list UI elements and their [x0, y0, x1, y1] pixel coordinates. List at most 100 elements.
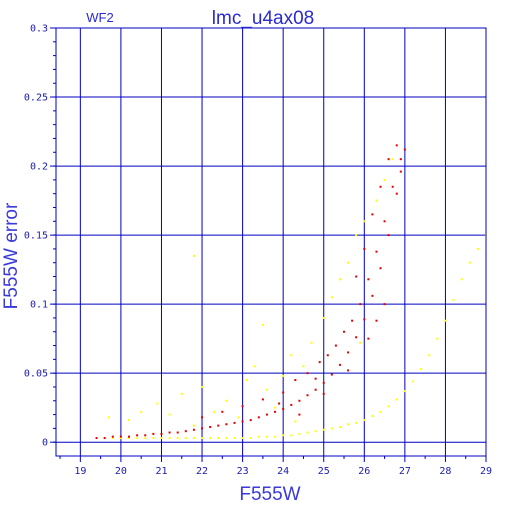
- data-point: [294, 420, 297, 423]
- data-point: [156, 402, 159, 405]
- data-point: [136, 437, 139, 440]
- data-point: [387, 234, 390, 237]
- data-point: [338, 278, 341, 281]
- data-point: [468, 261, 471, 264]
- data-point: [379, 185, 382, 188]
- x-tick-label: 26: [358, 466, 370, 477]
- data-point: [355, 234, 358, 237]
- data-point: [460, 278, 463, 281]
- data-point: [241, 437, 244, 440]
- data-point: [282, 434, 285, 437]
- data-point: [310, 341, 313, 344]
- data-point: [383, 303, 386, 306]
- data-point: [136, 434, 139, 437]
- data-point: [298, 432, 301, 435]
- data-point: [233, 421, 236, 424]
- data-point: [363, 247, 366, 250]
- chip-label: WF2: [86, 10, 113, 25]
- data-point: [322, 381, 325, 384]
- data-point: [391, 185, 394, 188]
- data-point: [371, 294, 374, 297]
- data-point: [375, 319, 378, 322]
- data-point: [274, 406, 277, 409]
- data-point: [282, 374, 285, 377]
- x-tick-label: 23: [237, 466, 249, 477]
- data-point: [290, 354, 293, 357]
- data-point: [152, 437, 155, 440]
- data-point: [241, 405, 244, 408]
- chart-title: lmc_u4ax08: [212, 8, 314, 29]
- data-point: [371, 213, 374, 216]
- data-point: [152, 432, 155, 435]
- data-points: [95, 144, 487, 440]
- data-point: [176, 437, 179, 440]
- data-point: [363, 220, 366, 223]
- data-point: [217, 424, 220, 427]
- data-point: [355, 336, 358, 339]
- data-point: [359, 303, 362, 306]
- data-point: [221, 410, 224, 413]
- data-point: [367, 337, 370, 340]
- data-point: [111, 435, 114, 438]
- data-point: [290, 434, 293, 437]
- data-point: [436, 337, 439, 340]
- data-point: [322, 392, 325, 395]
- data-point: [184, 430, 187, 433]
- data-point: [209, 437, 212, 440]
- data-point: [383, 178, 386, 181]
- data-point: [160, 437, 163, 440]
- data-point: [201, 416, 204, 419]
- data-point: [306, 372, 309, 375]
- data-point: [383, 220, 386, 223]
- data-point: [265, 435, 268, 438]
- x-tick-label: 29: [480, 466, 492, 477]
- data-point: [391, 158, 394, 161]
- data-point: [192, 437, 195, 440]
- data-point: [371, 414, 374, 417]
- data-point: [201, 437, 204, 440]
- data-point: [314, 388, 317, 391]
- x-tick-label: 20: [115, 466, 127, 477]
- data-point: [225, 423, 228, 426]
- data-point: [282, 391, 285, 394]
- data-point: [168, 413, 171, 416]
- data-point: [140, 410, 143, 413]
- y-tick-label: 0.05: [24, 369, 48, 380]
- data-point: [265, 388, 268, 391]
- y-tick-label: 0.25: [24, 93, 48, 104]
- data-point: [265, 413, 268, 416]
- data-point: [233, 437, 236, 440]
- data-point: [245, 379, 248, 382]
- data-point: [347, 369, 350, 372]
- axis-ticks: [50, 27, 487, 462]
- y-tick-label: 0.15: [24, 231, 48, 242]
- data-point: [241, 420, 244, 423]
- data-point: [322, 428, 325, 431]
- data-point: [103, 437, 106, 440]
- data-point: [326, 354, 329, 357]
- x-tick-label: 28: [439, 466, 451, 477]
- data-point: [209, 426, 212, 429]
- data-point: [306, 394, 309, 397]
- data-point: [314, 377, 317, 380]
- data-point: [237, 416, 240, 419]
- data-point: [192, 254, 195, 257]
- data-point: [176, 431, 179, 434]
- data-point: [343, 330, 346, 333]
- data-point: [119, 437, 122, 440]
- data-point: [355, 421, 358, 424]
- data-point: [257, 416, 260, 419]
- data-point: [347, 351, 350, 354]
- data-point: [274, 410, 277, 413]
- data-point: [330, 296, 333, 299]
- data-point: [168, 431, 171, 434]
- data-point: [375, 199, 378, 202]
- series-1: [95, 144, 406, 440]
- data-point: [302, 365, 305, 368]
- x-tick-label: 21: [155, 466, 167, 477]
- data-point: [399, 170, 402, 173]
- data-point: [290, 403, 293, 406]
- data-point: [278, 402, 281, 405]
